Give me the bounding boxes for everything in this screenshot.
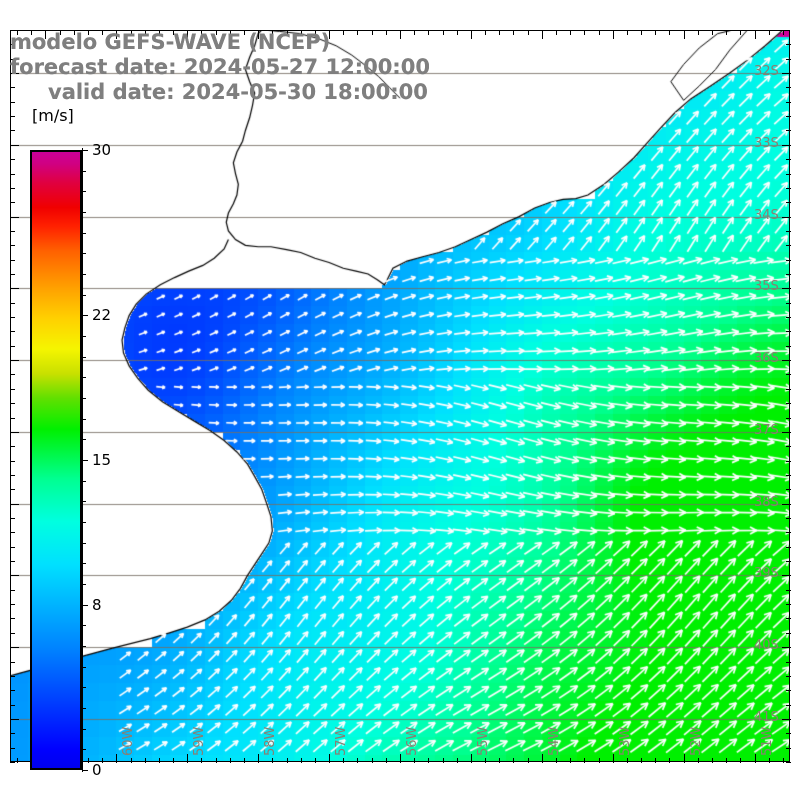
latitude-label: 41S [754, 709, 779, 725]
colorbar-minor-tick [82, 770, 86, 771]
colorbar-minor-tick [82, 170, 86, 172]
colorbar-minor-tick [82, 749, 86, 751]
longitude-label: 60W [121, 726, 137, 756]
latitude-label: 37S [754, 422, 779, 438]
colorbar-tick-label: 15 [92, 451, 112, 469]
colorbar-minor-tick [82, 666, 86, 668]
latitude-label: 32S [754, 64, 779, 80]
colorbar-minor-tick [82, 418, 86, 420]
colorbar-minor-tick [82, 191, 86, 193]
colorbar-unit-label: [m/s] [32, 106, 74, 125]
colorbar-minor-tick [82, 294, 86, 296]
wind-speed-heatmap-canvas [10, 30, 790, 762]
colorbar-minor-tick [82, 356, 86, 358]
colorbar-minor-tick [82, 563, 86, 565]
colorbar-minor-tick [82, 646, 86, 647]
longitude-label: 59W [192, 726, 208, 756]
colorbar-tick-label: 8 [92, 595, 102, 614]
longitude-label: 55W [475, 726, 491, 756]
longitude-label: 58W [263, 726, 279, 756]
colorbar-minor-tick [82, 274, 86, 275]
longitude-label: 57W [334, 726, 350, 756]
longitude-label: 51W [759, 726, 775, 756]
axis-right-line [789, 30, 790, 762]
colorbar-minor-tick [82, 460, 86, 461]
longitude-label: 56W [405, 726, 420, 756]
colorbar-minor-tick [82, 398, 86, 399]
latitude-label: 40S [754, 638, 779, 654]
colorbar-minor-tick [82, 687, 86, 689]
latitude-label: 35S [754, 279, 779, 295]
longitude-label: 54W [546, 726, 562, 756]
colorbar-minor-tick [82, 522, 86, 523]
colorbar-minor-tick [82, 728, 86, 730]
latitude-label: 38S [754, 494, 779, 510]
colorbar-minor-tick [82, 315, 86, 317]
axis-left-line [10, 30, 11, 762]
colorbar-minor-tick [82, 584, 86, 585]
colorbar-minor-tick [82, 439, 86, 441]
colorbar-minor-tick [82, 604, 86, 606]
colorbar-gradient [30, 150, 82, 770]
latitude-label: 34S [754, 207, 779, 223]
longitude-label: 52W [688, 726, 704, 756]
colorbar-minor-tick [82, 150, 86, 151]
colorbar-tick-label: 0 [92, 761, 102, 779]
colorbar-tick-label: 30 [92, 141, 112, 159]
colorbar-minor-tick [82, 708, 86, 709]
map-plot-area [10, 30, 790, 762]
latitude-label: 33S [754, 135, 779, 151]
colorbar-minor-tick [82, 336, 86, 337]
colorbar-minor-tick [82, 625, 86, 627]
colorbar-minor-tick [82, 253, 86, 255]
colorbar-minor-tick [82, 232, 86, 234]
colorbar-minor-tick [82, 501, 86, 503]
colorbar-tick-label: 22 [92, 306, 112, 325]
colorbar-minor-tick [82, 377, 86, 379]
latitude-label: 36S [754, 351, 779, 367]
longitude-label: 53W [617, 726, 633, 756]
colorbar-minor-tick [82, 542, 86, 544]
latitude-label: 39S [754, 566, 779, 582]
colorbar-minor-tick [82, 212, 86, 213]
colorbar-minor-tick [82, 480, 86, 482]
